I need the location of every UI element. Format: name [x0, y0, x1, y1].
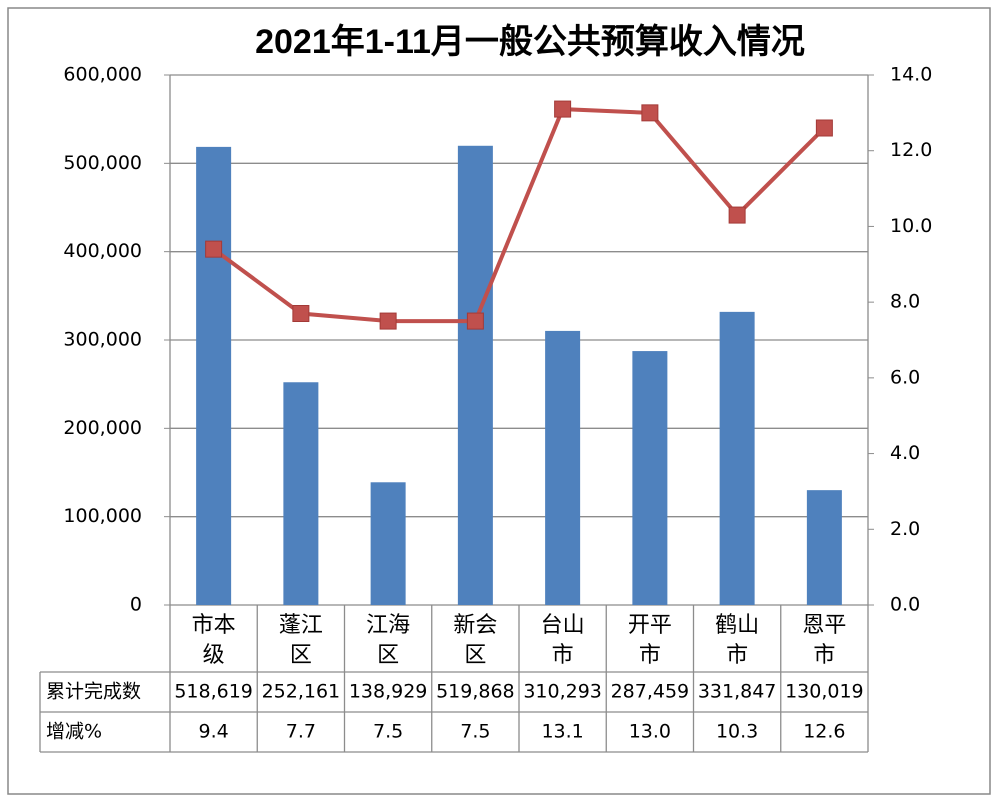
bar [545, 330, 581, 605]
marker [292, 305, 310, 322]
x-tick-label: 江海区 [366, 613, 410, 668]
marker [641, 104, 659, 122]
marker [205, 240, 223, 258]
x-tick-label: 蓬江区 [279, 613, 323, 668]
chart-frame [7, 7, 991, 795]
y-tick-label: 300,000 [63, 329, 142, 351]
table-cell: 310,293 [523, 681, 602, 703]
y2-tick-label: 2.0 [890, 518, 920, 540]
y-tick-label: 600,000 [63, 64, 142, 86]
bar [457, 145, 493, 605]
line [212, 107, 826, 324]
marker [379, 312, 397, 330]
table-cell: 252,161 [262, 681, 341, 703]
table-cell: 518,619 [174, 681, 253, 703]
y-tick-label: 100,000 [63, 505, 142, 527]
table-cell: 331,847 [698, 681, 777, 703]
y-tick-label: 500,000 [63, 152, 142, 174]
x-tick-label: 恩平市 [802, 613, 846, 668]
x-tick-label: 开平市 [628, 613, 672, 668]
x-tick-label: 鹤山市 [715, 613, 759, 668]
x-tick-label: 新会区 [453, 613, 497, 668]
y2-tick-label: 6.0 [890, 366, 920, 388]
table-cell: 12.6 [803, 721, 845, 743]
table-cell: 130,019 [785, 681, 864, 703]
bar [196, 146, 232, 606]
bar [283, 382, 319, 605]
bar [806, 490, 842, 605]
bar [719, 311, 755, 605]
y-tick-label: 400,000 [63, 240, 142, 262]
y2-tick-label: 4.0 [890, 442, 920, 464]
marker [728, 206, 746, 224]
table-cell: 7.7 [286, 721, 316, 743]
y-tick-label: 200,000 [63, 417, 142, 439]
bar [370, 482, 406, 605]
y2-tick-label: 0.0 [890, 594, 920, 616]
table-row-header: 增减% [46, 721, 102, 743]
table-cell: 7.5 [460, 721, 490, 743]
table-cell: 13.0 [629, 721, 671, 743]
y-tick-label: 0 [130, 594, 142, 616]
y2-tick-label: 12.0 [890, 139, 932, 161]
table-row-header: 累计完成数 [46, 681, 141, 703]
table-cell: 287,459 [611, 681, 690, 703]
table-cell: 10.3 [716, 721, 758, 743]
y2-tick-label: 10.0 [890, 215, 932, 237]
table-cell: 13.1 [541, 721, 583, 743]
y2-tick-label: 8.0 [890, 291, 920, 313]
marker [466, 312, 484, 330]
marker [815, 119, 833, 137]
bar [632, 351, 668, 605]
marker [554, 100, 572, 118]
chart-title: 2021年1-11月一般公共预算收入情况 [255, 23, 805, 61]
x-tick-label: 市本级 [192, 613, 236, 668]
table-cell: 138,929 [349, 681, 428, 703]
x-tick-label: 台山市 [541, 613, 585, 668]
y2-tick-label: 14.0 [890, 64, 932, 86]
table-cell: 519,868 [436, 681, 515, 703]
table-cell: 9.4 [199, 721, 229, 743]
table-cell: 7.5 [373, 721, 403, 743]
